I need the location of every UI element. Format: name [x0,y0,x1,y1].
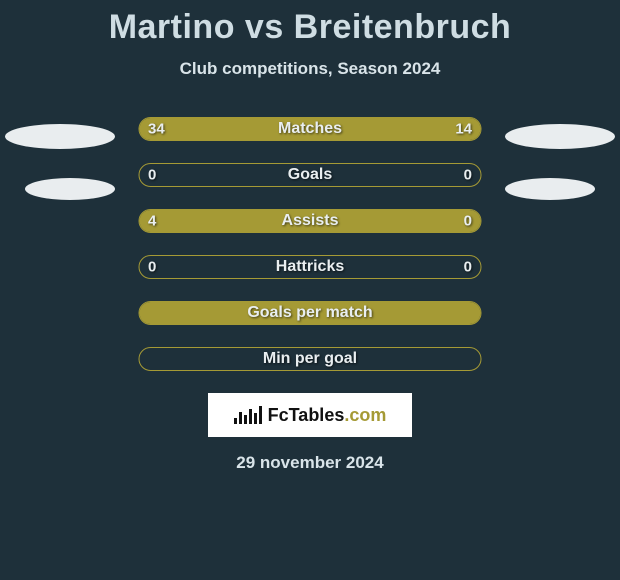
value-right: 0 [464,259,472,276]
row-label: Matches [278,120,342,138]
stat-row: Hattricks 0 0 [0,255,620,279]
logo-text: FcTables.com [268,405,387,426]
value-right: 0 [464,213,472,230]
row-label: Assists [282,212,339,230]
logo-text-b: .com [344,405,386,425]
logo-box: FcTables.com [208,393,412,437]
row-label: Goals [288,166,332,184]
value-right: 14 [455,121,472,138]
stat-row: Goals per match [0,301,620,325]
container: Martino vs Breitenbruch Club competition… [0,0,620,580]
value-left: 34 [148,121,165,138]
comparison-chart: Matches3414Goals00Assists40Hattricks00Go… [0,117,620,371]
logo-bars-icon [234,406,262,424]
value-left: 0 [148,259,156,276]
stat-row: Matches 34 14 [0,117,620,141]
subtitle: Club competitions, Season 2024 [0,59,620,79]
value-left: 4 [148,213,156,230]
stat-row: Min per goal [0,347,620,371]
row-label: Goals per match [247,304,372,322]
date-line: 29 november 2024 [0,453,620,473]
bar-left [140,210,403,232]
value-right: 0 [464,167,472,184]
row-label: Hattricks [276,258,344,276]
stat-row: Goals 0 0 [0,163,620,187]
stat-row: Assists 4 0 [0,209,620,233]
row-label: Min per goal [263,350,357,368]
logo-text-a: FcTables [268,405,345,425]
page-title: Martino vs Breitenbruch [0,0,620,47]
value-left: 0 [148,167,156,184]
